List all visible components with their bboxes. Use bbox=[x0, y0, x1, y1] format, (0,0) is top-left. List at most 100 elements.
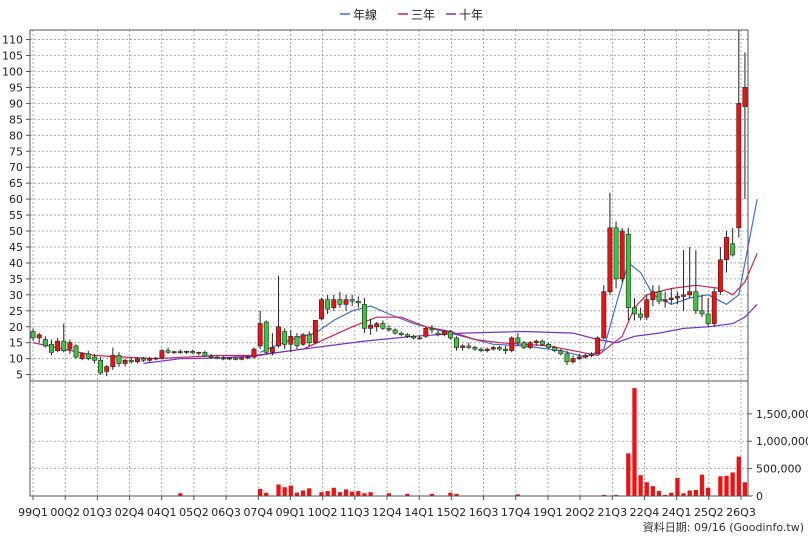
volume-bar bbox=[705, 487, 711, 496]
candle-body bbox=[570, 358, 576, 363]
time-tick-label: 16Q3 bbox=[469, 506, 499, 519]
candle-body bbox=[589, 353, 594, 356]
candle-body bbox=[257, 323, 263, 347]
volume-bar bbox=[650, 486, 656, 496]
time-tick-label: 02Q4 bbox=[115, 506, 145, 519]
candle-body bbox=[202, 351, 208, 357]
candle-body bbox=[184, 351, 189, 353]
candle-body bbox=[687, 291, 693, 296]
candle-body bbox=[190, 351, 196, 354]
candle-body bbox=[147, 358, 153, 361]
price-tick-label: 30 bbox=[9, 289, 23, 302]
time-tick-label: 12Q4 bbox=[372, 506, 402, 519]
candle-body bbox=[429, 328, 435, 331]
candle-body bbox=[681, 294, 687, 297]
candle-body bbox=[79, 353, 85, 359]
volume-bar bbox=[331, 487, 336, 496]
time-tick-label: 05Q2 bbox=[179, 506, 209, 519]
candle-body bbox=[527, 342, 533, 348]
time-tick-label: 15Q2 bbox=[437, 506, 467, 519]
candle-body bbox=[515, 337, 521, 344]
candle-body bbox=[263, 321, 269, 353]
volume-bar bbox=[724, 475, 729, 496]
candle-body bbox=[497, 347, 502, 350]
candle-body bbox=[220, 357, 226, 360]
candle-body bbox=[153, 357, 159, 360]
time-tick-label: 19Q1 bbox=[533, 506, 563, 519]
candle-body bbox=[122, 359, 128, 364]
candle-body bbox=[644, 299, 650, 318]
price-candles bbox=[30, 30, 748, 377]
time-tick-label: 20Q2 bbox=[565, 506, 595, 519]
candle-body bbox=[276, 326, 281, 347]
volume-bar bbox=[736, 456, 741, 496]
volume-bar bbox=[325, 491, 330, 496]
price-tick-label: 70 bbox=[9, 161, 23, 174]
price-tick-label: 5 bbox=[16, 369, 23, 382]
candle-body bbox=[104, 366, 110, 372]
price-tick-label: 85 bbox=[9, 113, 23, 126]
volume-bar bbox=[681, 493, 686, 496]
volume-bar bbox=[730, 472, 735, 496]
candle-body bbox=[742, 87, 748, 107]
time-tick-label: 14Q1 bbox=[404, 506, 434, 519]
candle-body bbox=[226, 357, 232, 360]
price-tick-label: 25 bbox=[9, 305, 23, 318]
volume-bar bbox=[663, 494, 668, 496]
candle-body bbox=[625, 233, 631, 308]
volume-bar bbox=[626, 453, 631, 496]
candle-body bbox=[208, 355, 214, 358]
candle-body bbox=[711, 291, 717, 324]
price-tick-label: 35 bbox=[9, 273, 23, 286]
volume-bar bbox=[656, 491, 662, 496]
candle-body bbox=[325, 299, 331, 310]
candle-body bbox=[392, 329, 398, 334]
candle-body bbox=[134, 358, 140, 363]
legend: 年線 三年 十年 bbox=[340, 7, 483, 22]
volume-bar bbox=[276, 484, 281, 496]
candle-body bbox=[447, 331, 453, 339]
candle-body bbox=[251, 348, 257, 358]
price-tick-label: 20 bbox=[9, 321, 23, 334]
candle-body bbox=[668, 297, 674, 300]
volume-bar bbox=[601, 494, 606, 496]
candle-body bbox=[582, 355, 588, 358]
volume-bar bbox=[362, 493, 367, 496]
candle-body bbox=[398, 332, 404, 336]
time-tick-label: 11Q3 bbox=[340, 506, 370, 519]
candle-body bbox=[159, 350, 165, 359]
candle-body bbox=[613, 227, 619, 280]
candle-body bbox=[730, 243, 736, 256]
price-tick-label: 45 bbox=[9, 241, 23, 254]
candle-body bbox=[650, 291, 656, 300]
candle-body bbox=[337, 299, 343, 305]
candle-body bbox=[404, 334, 410, 337]
candle-body bbox=[239, 357, 245, 360]
candle-body bbox=[619, 230, 625, 280]
time-tick-label: 99Q1 bbox=[18, 506, 48, 519]
volume-bar bbox=[350, 491, 355, 496]
candle-body bbox=[411, 336, 416, 339]
candle-body bbox=[98, 359, 104, 374]
candle-body bbox=[165, 350, 171, 353]
candle-body bbox=[705, 313, 711, 324]
time-tick-label: 10Q2 bbox=[308, 506, 338, 519]
volume-bar bbox=[178, 493, 183, 496]
candle-body bbox=[558, 350, 564, 355]
candle-body bbox=[423, 328, 429, 337]
price-tick-label: 100 bbox=[2, 65, 23, 78]
volume-bar bbox=[742, 482, 748, 496]
price-tick-label: 65 bbox=[9, 177, 23, 190]
candle-body bbox=[699, 310, 705, 315]
candle-body bbox=[607, 227, 613, 292]
candle-body bbox=[552, 347, 558, 351]
candle-body bbox=[245, 356, 251, 359]
price-tick-label: 50 bbox=[9, 225, 23, 238]
candle-body bbox=[362, 304, 367, 329]
volume-bar bbox=[288, 485, 293, 496]
time-tick-label: 04Q1 bbox=[147, 506, 177, 519]
candle-body bbox=[595, 337, 601, 355]
volume-bar bbox=[368, 492, 373, 496]
candle-body bbox=[61, 340, 67, 351]
